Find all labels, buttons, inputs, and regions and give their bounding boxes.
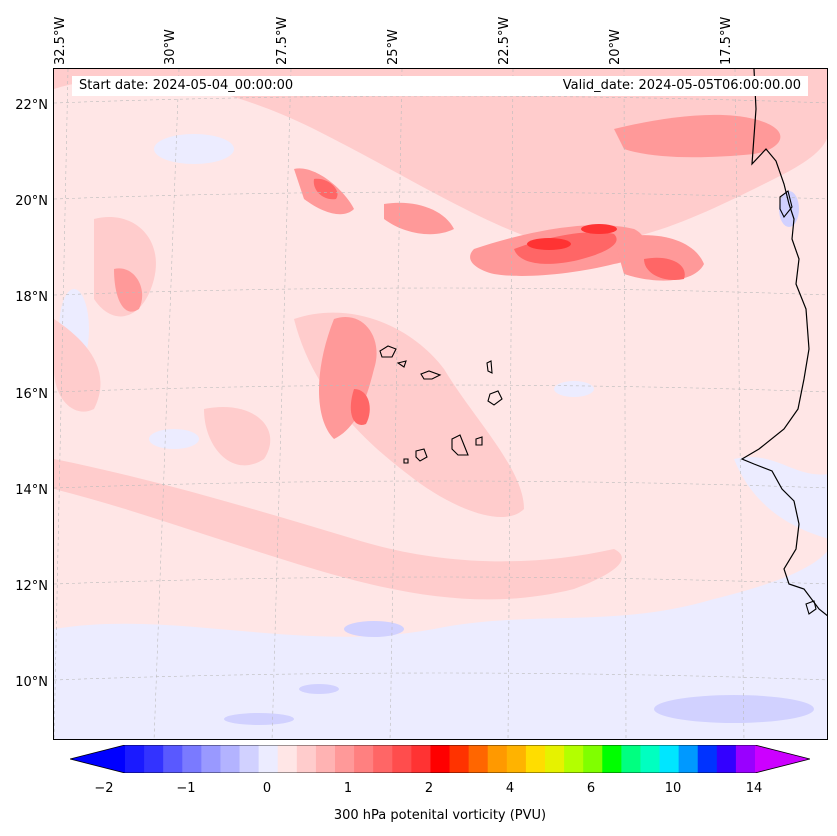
colorbar-segment [354,745,374,773]
colorbar-segment [411,745,431,773]
colorbar-segment [583,745,603,773]
colorbar-segment [373,745,393,773]
coastline [740,69,827,617]
lon-label-17-5w: 17.5°W [719,16,734,65]
map-field-svg [54,69,827,739]
lon-label-22-5w: 22.5°W [497,16,512,65]
lat-label-12n: 12°N [15,579,48,594]
colorbar-segment [487,745,508,773]
colorbar-label: 300 hPa potenital vorticity (PVU) [333,808,547,823]
cape-verde-islands [379,190,817,615]
colorbar-max-arrow [755,745,810,773]
lat-label-22n: 22°N [15,98,48,113]
colorbar-segment [258,745,279,773]
colorbar-segment [144,745,164,773]
lat-label-16n: 16°N [15,387,48,402]
colorbar-segment [182,745,202,773]
lon-label-20w: 20°W [608,29,623,65]
lat-label-10n: 10°N [15,675,48,690]
colorbar-segment [716,745,737,773]
colorbar-segment [468,745,489,773]
lat-label-18n: 18°N [15,290,48,305]
lat-label-20n: 20°N [15,194,48,209]
colorbar-tick-14: 14 [745,781,763,796]
colorbar-segment [163,745,183,773]
colorbar-tick-2: 2 [424,781,434,796]
colorbar-segment [735,745,756,773]
colorbar-segment [315,745,336,773]
lon-label-27-5w: 27.5°W [275,16,290,65]
colorbar-segment [525,745,546,773]
lon-label-25w: 25°W [386,29,401,65]
colorbar-segment [296,745,317,773]
colorbar-segment [449,745,470,773]
valid-date-label: Valid_date: 2024-05-05T06:00:00.00 [562,78,801,93]
pv-colorbar [70,745,810,773]
colorbar-segment [506,745,527,773]
colorbar-tick-6: 6 [586,781,596,796]
lat-label-14n: 14°N [15,483,48,498]
colorbar-segment [201,745,221,773]
colorbar-segment [697,745,718,773]
colorbar-segment [430,745,451,773]
colorbar-tick-4: 4 [505,781,515,796]
colorbar-segment [602,745,622,773]
colorbar-tick-1: 1 [343,781,353,796]
lon-label-32-5w: 32.5°W [53,16,68,65]
colorbar-segment [392,745,412,773]
colorbar-tick-neg1: −1 [176,781,196,796]
colorbar-segment [545,745,565,773]
colorbar-tick-10: 10 [664,781,682,796]
lon-label-30w: 30°W [163,29,178,65]
colorbar-segment [564,745,584,773]
colorbar-segment [277,745,298,773]
date-info-box [72,76,808,96]
colorbar-segment [125,745,145,773]
start-date-label: Start date: 2024-05-04_00:00:00 [79,78,294,93]
colorbar-segment [335,745,355,773]
colorbar-segment [678,745,699,773]
pv-map [53,68,828,740]
colorbar-segment [659,745,680,773]
colorbar-segment [621,745,641,773]
colorbar-tick-neg2: −2 [94,781,114,796]
colorbar-tick-0: 0 [262,781,272,796]
max-pv-regions [527,224,617,250]
colorbar-min-arrow [70,745,125,773]
gridlines [54,69,827,739]
colorbar-segment [220,745,241,773]
colorbar-segment [239,745,260,773]
colorbar-segment [640,745,661,773]
